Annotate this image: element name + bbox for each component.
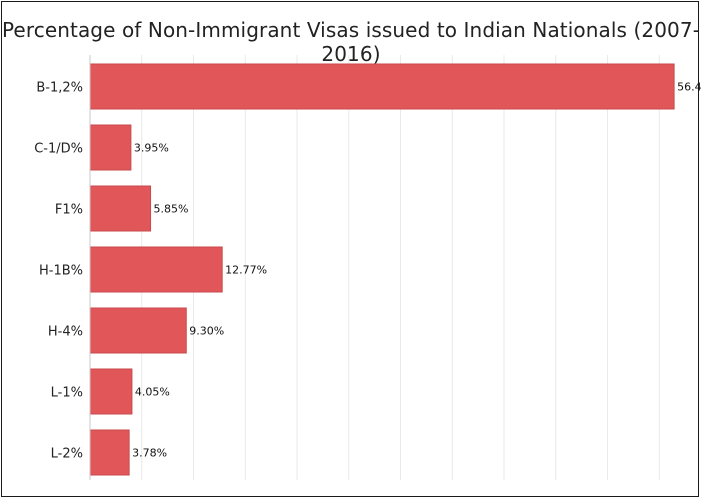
category-label: H-4% bbox=[48, 325, 83, 340]
category-label: H-1B% bbox=[39, 264, 83, 279]
category-label: B-1,2% bbox=[36, 81, 83, 96]
bars bbox=[89, 63, 675, 476]
category-labels: B-1,2% C-1/D% F1% H-1B% H-4% L-1% L-2% bbox=[34, 81, 83, 462]
category-label: C-1/D% bbox=[34, 142, 83, 157]
value-label: 9.30% bbox=[189, 325, 224, 338]
category-label: F1% bbox=[55, 203, 83, 218]
bar[interactable] bbox=[89, 246, 223, 293]
bar[interactable] bbox=[89, 429, 130, 476]
value-labels: 56.43% 3.95% 5.85% 12.77% 9.30% 4.05% 3.78% bbox=[132, 81, 702, 460]
bar[interactable] bbox=[89, 124, 132, 171]
value-label: 3.78% bbox=[132, 447, 167, 460]
bar[interactable] bbox=[89, 307, 187, 354]
value-label: 12.77% bbox=[225, 264, 267, 277]
value-label: 4.05% bbox=[135, 386, 170, 399]
bar[interactable] bbox=[89, 368, 133, 415]
value-label: 5.85% bbox=[154, 203, 189, 216]
gridlines bbox=[141, 55, 660, 480]
category-label: L-1% bbox=[51, 386, 83, 401]
bar[interactable] bbox=[89, 63, 675, 110]
category-label: L-2% bbox=[51, 447, 83, 462]
value-label: 56.43% bbox=[677, 81, 702, 94]
bar[interactable] bbox=[89, 185, 152, 232]
value-label: 3.95% bbox=[134, 142, 169, 155]
chart-title: Percentage of Non-Immigrant Visas issued… bbox=[1, 18, 701, 66]
